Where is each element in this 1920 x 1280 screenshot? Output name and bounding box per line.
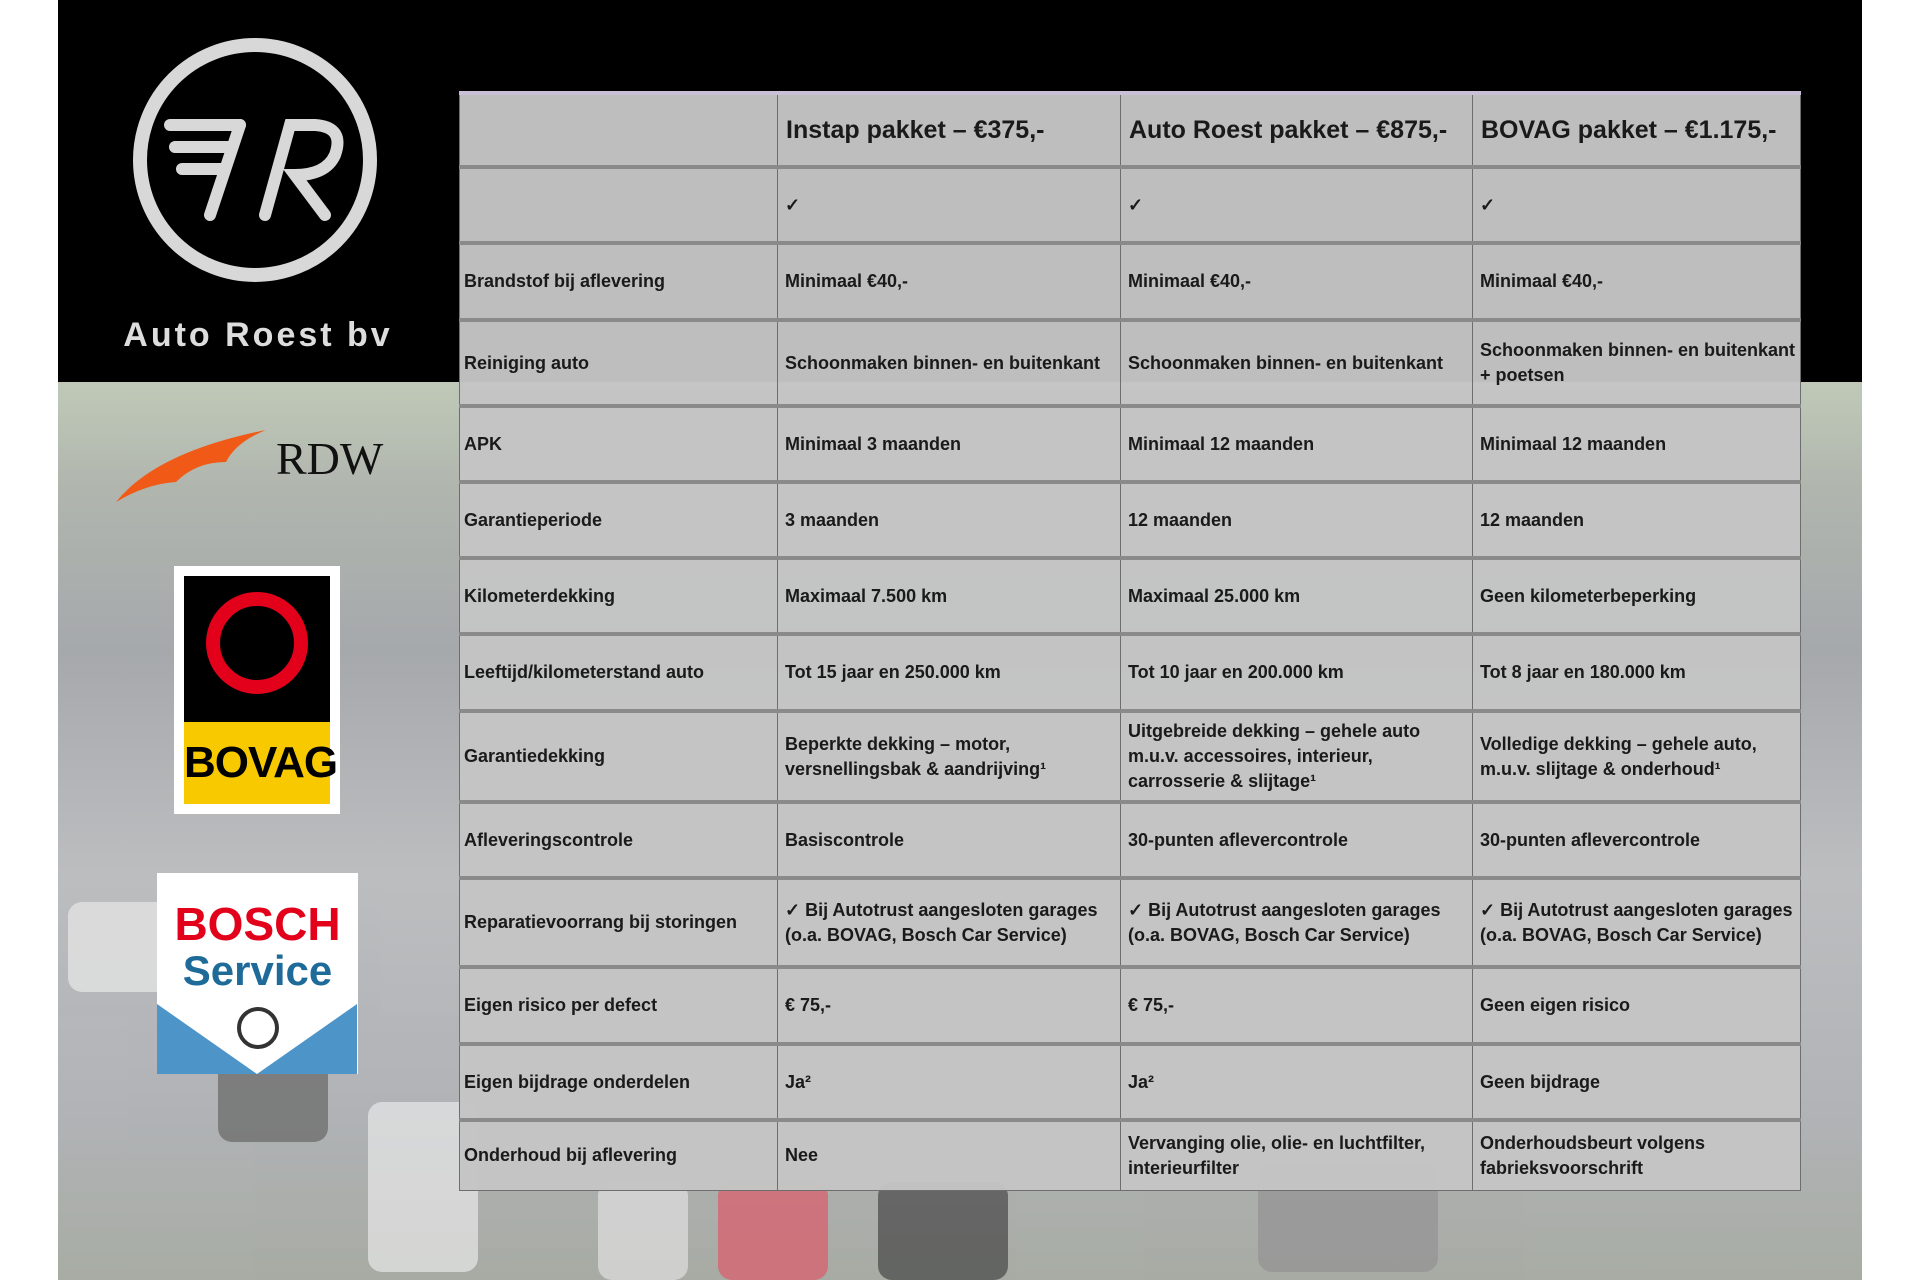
row-label: Brandstof bij aflevering xyxy=(459,241,778,321)
row-label: Eigen bijdrage onderdelen xyxy=(459,1042,778,1121)
table-row: Garantieperiode 3 maanden 12 maanden 12 maa… xyxy=(459,480,1801,559)
cell-value: 3 maanden xyxy=(777,480,1121,559)
brand-name: Auto Roest bv xyxy=(123,316,393,354)
cell-value: Beperkte dekking – motor, versnellingsba… xyxy=(777,709,1121,803)
bovag-logo: BOVAG xyxy=(174,566,340,814)
column-header: Auto Roest pakket – €875,- xyxy=(1120,91,1473,168)
table-row: Garantiedekking Beperkte dekking – motor,… xyxy=(459,709,1801,803)
cell-value: Geen bijdrage xyxy=(1472,1042,1801,1121)
bosch-service-logo: BOSCH Service xyxy=(157,873,358,1074)
column-header: Instap pakket – €375,- xyxy=(777,91,1121,168)
cell-value: Tot 8 jaar en 180.000 km xyxy=(1472,632,1801,712)
cell-value: Nee xyxy=(777,1118,1121,1191)
table-row: Eigen bijdrage onderdelen Ja² Ja² Geen bijd… xyxy=(459,1042,1801,1121)
row-label: Onderhoud bij aflevering xyxy=(459,1118,778,1191)
cell-value: Minimaal €40,- xyxy=(1120,241,1473,321)
parked-car xyxy=(718,1182,828,1280)
cell-value: Ja² xyxy=(1120,1042,1473,1121)
cell-value: Schoonmaken binnen- en buitenkant + poet… xyxy=(1472,318,1801,407)
table-row: Reiniging auto Schoonmaken binnen- en bui… xyxy=(459,318,1801,407)
cell-value: Minimaal 12 maanden xyxy=(1120,404,1473,483)
cell-value: ✓ Bij Autotrust aangesloten garages (o.a… xyxy=(777,876,1121,968)
cell-value: € 75,- xyxy=(1120,965,1473,1045)
row-label: Leeftijd/kilometerstand auto xyxy=(459,632,778,712)
row-label: APK xyxy=(459,404,778,483)
cell-value: € 75,- xyxy=(777,965,1121,1045)
parked-car xyxy=(878,1182,1008,1280)
cell-value: 12 maanden xyxy=(1120,480,1473,559)
rdw-logo: RDW xyxy=(116,422,396,506)
rdw-logo-text: RDW xyxy=(276,433,384,484)
table-row: Kilometerdekking Maximaal 7.500 km Maximaa… xyxy=(459,556,1801,635)
table-row: ✓ ✓ ✓ xyxy=(459,165,1801,244)
cell-value: Ja² xyxy=(777,1042,1121,1121)
cell-value: Schoonmaken binnen- en buitenkant xyxy=(1120,318,1473,407)
cell-value: ✓ Bij Autotrust aangesloten garages (o.a… xyxy=(1472,876,1801,968)
cell-value: Geen eigen risico xyxy=(1472,965,1801,1045)
row-label xyxy=(459,165,778,244)
bovag-logo-panel: BOVAG xyxy=(184,576,338,804)
column-header xyxy=(459,91,778,168)
cell-value: Tot 15 jaar en 250.000 km xyxy=(777,632,1121,712)
cell-value: ✓ xyxy=(777,165,1121,244)
table-row: Leeftijd/kilometerstand auto Tot 15 jaar … xyxy=(459,632,1801,712)
cell-value: 12 maanden xyxy=(1472,480,1801,559)
cell-value: ✓ xyxy=(1472,165,1801,244)
cell-value: ✓ Bij Autotrust aangesloten garages (o.a… xyxy=(1120,876,1473,968)
row-label: Garantieperiode xyxy=(459,480,778,559)
parked-car xyxy=(598,1182,688,1280)
cell-value: Maximaal 7.500 km xyxy=(777,556,1121,635)
table-row: Reparatievoorrang bij storingen ✓ Bij Aut… xyxy=(459,876,1801,968)
table-row: Eigen risico per defect € 75,- € 75,- Geen … xyxy=(459,965,1801,1045)
cell-value: Minimaal 3 maanden xyxy=(777,404,1121,483)
cell-value: 30-punten aflevercontrole xyxy=(1472,800,1801,879)
cell-value: Basiscontrole xyxy=(777,800,1121,879)
row-label: Eigen risico per defect xyxy=(459,965,778,1045)
table-header-row: Instap pakket – €375,- Auto Roest pakket … xyxy=(459,91,1801,168)
auto-roest-logo xyxy=(133,38,377,282)
package-comparison-table: Instap pakket – €375,- Auto Roest pakket … xyxy=(459,91,1801,1191)
bosch-armature-icon xyxy=(237,1007,279,1049)
cell-value: Uitgebreide dekking – gehele auto m.u.v.… xyxy=(1120,709,1473,803)
cell-value: Volledige dekking – gehele auto, m.u.v. … xyxy=(1472,709,1801,803)
cell-value: 30-punten aflevercontrole xyxy=(1120,800,1473,879)
cell-value: Maximaal 25.000 km xyxy=(1120,556,1473,635)
service-text: Service xyxy=(182,947,333,994)
table-row: Brandstof bij aflevering Minimaal €40,- Mi… xyxy=(459,241,1801,321)
cell-value: Tot 10 jaar en 200.000 km xyxy=(1120,632,1473,712)
row-label: Reiniging auto xyxy=(459,318,778,407)
cell-value: Minimaal 12 maanden xyxy=(1472,404,1801,483)
cell-value: ✓ xyxy=(1120,165,1473,244)
cell-value: Minimaal €40,- xyxy=(777,241,1121,321)
table-row: APK Minimaal 3 maanden Minimaal 12 maanden… xyxy=(459,404,1801,483)
row-label: Garantiedekking xyxy=(459,709,778,803)
row-label: Reparatievoorrang bij storingen xyxy=(459,876,778,968)
table-row: Afleveringscontrole Basiscontrole 30-punte… xyxy=(459,800,1801,879)
row-label: Kilometerdekking xyxy=(459,556,778,635)
bosch-text: BOSCH xyxy=(174,898,341,950)
column-header: BOVAG pakket – €1.175,- xyxy=(1472,91,1801,168)
cell-value: Minimaal €40,- xyxy=(1472,241,1801,321)
cell-value: Onderhoudsbeurt volgens fabrieksvoorschr… xyxy=(1472,1118,1801,1191)
table-row: Onderhoud bij aflevering Nee Vervanging ol… xyxy=(459,1118,1801,1191)
bovag-ring-icon xyxy=(206,592,308,694)
bovag-logo-text: BOVAG xyxy=(184,722,338,804)
row-label: Afleveringscontrole xyxy=(459,800,778,879)
cell-value: Vervanging olie, olie- en luchtfilter, i… xyxy=(1120,1118,1473,1191)
rdw-feather-icon xyxy=(116,430,266,502)
cell-value: Schoonmaken binnen- en buitenkant xyxy=(777,318,1121,407)
cell-value: Geen kilometerbeperking xyxy=(1472,556,1801,635)
